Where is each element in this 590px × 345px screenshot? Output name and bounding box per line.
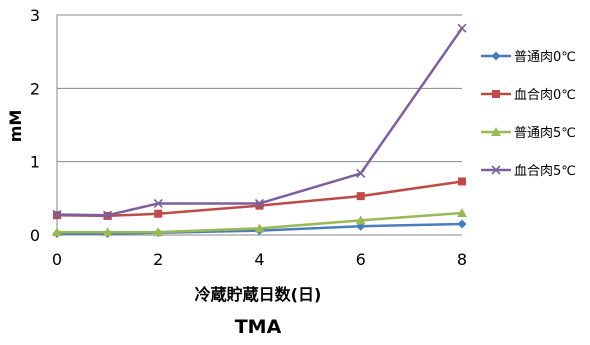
data-point: [457, 208, 467, 217]
y-tick-label: 3: [30, 6, 40, 25]
data-point: [355, 215, 366, 225]
y-tick-label: 0: [30, 226, 40, 245]
data-point: [458, 177, 466, 186]
x-tick-label: 4: [254, 250, 264, 269]
series-3: [52, 23, 467, 220]
data-point: [154, 209, 163, 218]
legend-label: 普通肉0℃: [514, 50, 576, 65]
legend-item: 血合肉0℃: [481, 88, 576, 103]
data-point: [103, 210, 113, 220]
legend: 普通肉0℃ 血合肉0℃ 普通肉5℃ 血合肉5℃: [481, 50, 576, 179]
series-line: [56, 27, 464, 217]
legend-item: 普通肉5℃: [481, 126, 576, 141]
legend-marker: [492, 90, 500, 98]
x-tick-label: 2: [153, 250, 163, 269]
data-point: [153, 198, 163, 209]
data-point: [102, 227, 113, 237]
legend-marker: [491, 127, 501, 136]
data-point: [255, 201, 264, 210]
legend-marker: [491, 165, 501, 175]
x-tick-label: 0: [52, 250, 62, 269]
series-line: [57, 222, 463, 235]
legend-item: 血合肉5℃: [481, 164, 576, 179]
data-point: [52, 209, 62, 220]
legend-marker: [491, 51, 501, 61]
series-line: [56, 180, 463, 218]
data-point: [356, 192, 365, 201]
y-axis-label: mM: [6, 110, 25, 143]
data-point: [254, 198, 265, 209]
data-point: [254, 223, 265, 233]
data-point: [457, 23, 467, 33]
legend-label: 血合肉0℃: [514, 88, 576, 103]
y-tick-label: 1: [30, 153, 40, 172]
y-tick-label: 2: [30, 79, 40, 98]
data-point: [52, 227, 62, 237]
tick-labels: 0 1 2 3 0 2 4 6 8: [30, 6, 467, 269]
series-2: [52, 208, 467, 237]
x-axis-label: 冷蔵貯蔵日数(日): [195, 285, 322, 304]
x-tick-label: 6: [356, 250, 366, 269]
legend-label: 普通肉5℃: [514, 126, 576, 141]
data-point: [153, 227, 164, 237]
data-point: [356, 168, 366, 178]
chart-title: TMA: [235, 316, 282, 338]
x-tick-label: 8: [457, 250, 467, 269]
legend-label: 血合肉5℃: [514, 164, 576, 179]
series-line: [57, 211, 463, 234]
legend-item: 普通肉0℃: [481, 50, 576, 65]
data-point: [457, 219, 467, 229]
series-layer: [52, 23, 467, 239]
